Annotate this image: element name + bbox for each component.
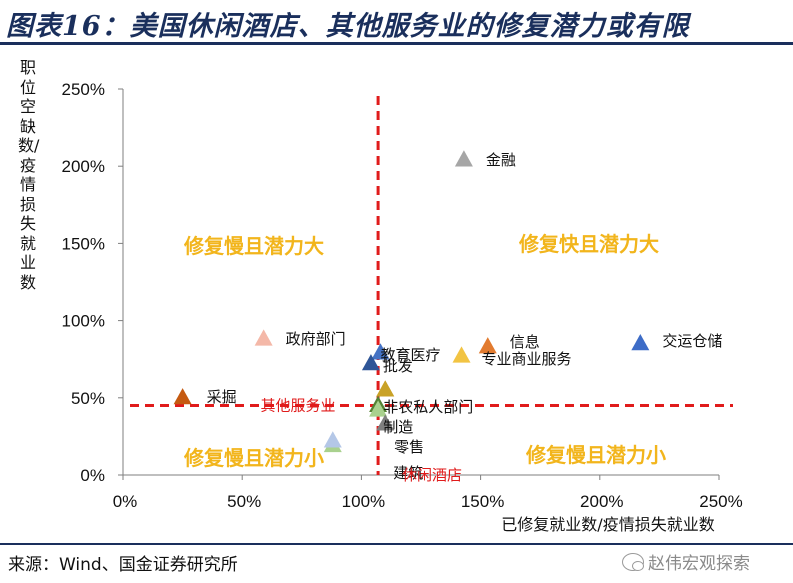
data-point-label: 信息 [510,333,540,351]
title-underline [0,42,793,45]
data-point-marker [376,380,395,397]
watermark: 赵伟宏观探索 [622,549,750,574]
vertical-reference-label: 休闲酒店 [402,466,462,484]
quadrant-label-bottom-right: 修复慢且潜力小 [525,443,666,467]
x-tick-label: 250% [699,492,742,511]
data-point-marker [454,150,473,167]
data-point-label: 专业商业服务 [482,350,572,368]
scatter-chart: 0% 50% 100% 150% 200% 250% 0% 50% 100% 150% 200% 25… [62,80,743,534]
y-tick-label: 100% [62,312,105,331]
data-point-label: 建筑 [393,464,423,482]
x-tick-label: 200% [580,492,623,511]
footer-rule [0,543,793,545]
watermark-text: 赵伟宏观探索 [648,554,750,574]
data-point-marker [173,388,192,405]
data-point-label: 教育医疗 [380,346,440,364]
quadrant-label-top-right: 修复快且潜力大 [518,232,659,256]
data-point-label: 金融 [486,151,516,169]
x-tick-label: 100% [342,492,385,511]
y-tick-label: 200% [62,157,105,176]
source-note: 来源：Wind、国金证券研究所 [8,555,238,575]
x-tick-label: 50% [227,492,261,511]
y-tick-label: 150% [62,234,105,253]
figure-title: 图表16：美国休闲酒店、其他服务业的修复潜力或有限 [6,11,690,42]
horizontal-reference-label: 其他服务业 [260,397,335,415]
data-point-label: 政府部门 [286,330,346,348]
data-point-label: 批发 [383,357,413,375]
y-tick-label: 250% [62,80,105,99]
data-point-label: 零售 [394,438,424,456]
data-point-marker [371,343,390,360]
data-point-marker [361,354,380,371]
data-point-marker [631,334,650,351]
y-tick-label: 0% [80,466,105,485]
data-point-label: 非农私人部门 [383,398,473,416]
data-point-marker [452,346,471,363]
data-point-marker [323,431,342,448]
data-point-marker [254,329,273,346]
x-tick-label: 150% [461,492,504,511]
data-point-marker [376,414,395,431]
data-point-marker [369,400,388,417]
quadrant-label-bottom-left: 修复慢且潜力小 [183,446,324,470]
y-axis-label: 职位空缺数/疫情损失就业数 [18,58,40,292]
x-axis-label: 已修复就业数/疫情损失就业数 [501,515,714,534]
y-tick-label: 50% [71,389,105,408]
wechat-icon [622,552,644,571]
data-point-label: 交运仓储 [662,332,722,350]
quadrant-label-top-left: 修复慢且潜力大 [183,234,324,258]
data-point-label: 采掘 [207,388,237,406]
data-point-marker [478,337,497,354]
data-point-label: 制造 [383,418,413,436]
x-tick-label: 0% [113,492,138,511]
